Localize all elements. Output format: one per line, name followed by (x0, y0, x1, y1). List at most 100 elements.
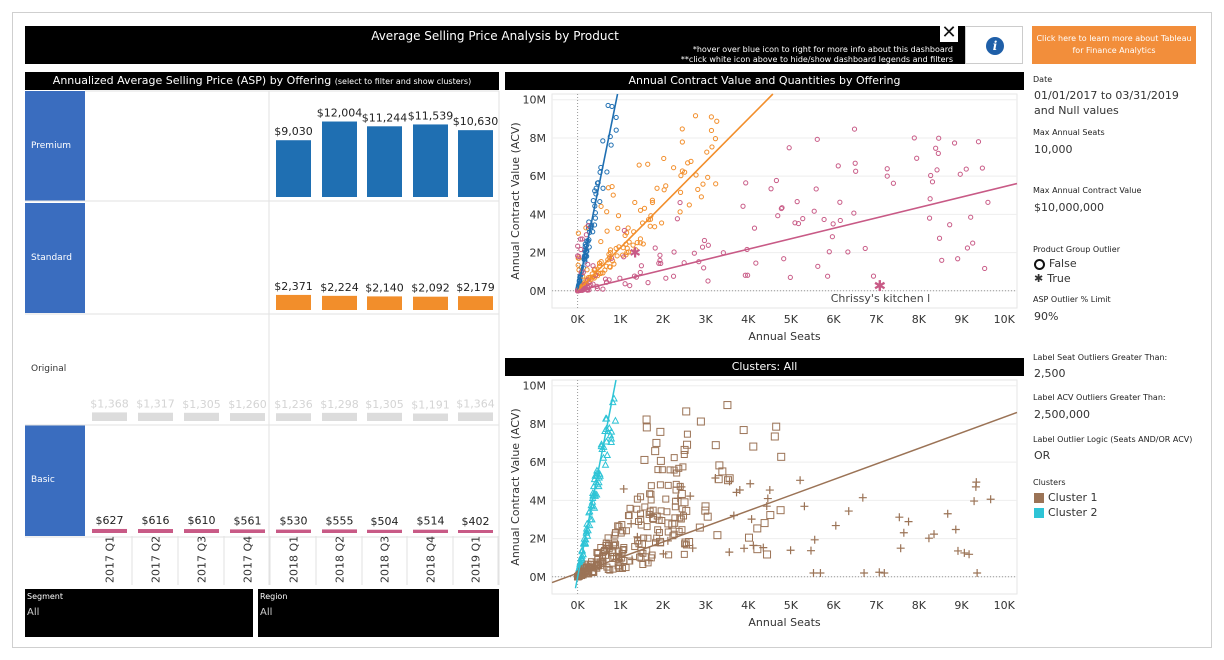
cluster-1-point (753, 524, 762, 533)
cluster-1-point (614, 522, 622, 530)
offering-basic[interactable]: Basic (25, 425, 85, 536)
scatter-point (708, 114, 714, 120)
scatter-point (624, 249, 630, 256)
bar (184, 412, 219, 421)
cluster-1-point (739, 426, 748, 435)
cluster-2-point (592, 490, 601, 498)
cluster-1-point (672, 480, 680, 488)
cluster-1-point (860, 568, 869, 577)
scatter-point (575, 230, 581, 236)
cluster-1-point (600, 548, 608, 556)
plot-area (551, 93, 1018, 309)
scatter-point (688, 158, 694, 164)
cluster-2-swatch (1034, 508, 1044, 518)
bar-value-label: $2,179 (456, 281, 495, 294)
cluster-1-point (746, 479, 755, 488)
y-tick-label: 8M (530, 132, 547, 145)
trend-line (577, 93, 774, 292)
scatter-point (939, 257, 945, 263)
scatter-point (607, 249, 613, 256)
max-seats-value[interactable]: 10,000 (1034, 143, 1073, 156)
y-axis-label: Annual Contract Value (ACV) (509, 408, 522, 565)
cluster-1-point (904, 517, 913, 526)
cluster-1-point (749, 442, 758, 451)
scatter-point (775, 213, 781, 219)
scatter-point (598, 203, 604, 209)
segment-filter[interactable]: Segment All (25, 589, 253, 637)
y-tick-label: 10M (523, 94, 547, 107)
cluster-1-point (588, 568, 596, 576)
cluster-1-point (723, 401, 732, 410)
scatter-point (575, 262, 581, 268)
scatter-point (604, 209, 610, 215)
x-tick-label: 5K (784, 599, 799, 612)
scatter-point (610, 192, 616, 198)
cluster-1-point (649, 506, 657, 514)
max-acv-value[interactable]: $10,000,000 (1034, 201, 1104, 214)
tableau-finance-link[interactable]: Click here to learn more about Tableau f… (1032, 26, 1196, 64)
info-button[interactable]: i (965, 26, 1023, 64)
scatter-point (792, 220, 798, 226)
legend-true[interactable]: ✱ True (1034, 272, 1071, 285)
bar-value-label: $514 (417, 515, 445, 528)
scatter-point (955, 256, 961, 262)
seat-outlier-value[interactable]: 2,500 (1034, 367, 1066, 380)
scatter-point (610, 258, 616, 264)
logic-value[interactable]: OR (1034, 449, 1051, 462)
x-tick-label: 0K (570, 313, 585, 326)
legend-false[interactable]: False (1034, 257, 1077, 270)
quarter-tick-label: 2018 Q4 (425, 536, 438, 583)
scatter-point (652, 224, 658, 230)
legend-cluster-2[interactable]: Cluster 2 (1034, 506, 1098, 519)
bar-value-label: $10,630 (453, 115, 499, 128)
offering-original[interactable]: Original (25, 315, 85, 423)
clusters-scatter-plot: 0M 2M 4M 6M 8M 10M 0K 1K 2K 3K 4K 5K 6K 7K 8K 9K 10K Annu… (509, 379, 1018, 629)
scatter-point (600, 185, 606, 191)
cluster-1-point (680, 550, 688, 558)
cluster-1-point (676, 514, 684, 522)
clusters-scatter-title: Clusters: All (505, 358, 1024, 376)
offering-premium[interactable]: Premium (25, 91, 85, 201)
cluster-1-point (615, 563, 623, 571)
cluster-1-point (625, 512, 633, 520)
info-icon[interactable]: i (986, 37, 1004, 55)
asp-limit-value[interactable]: 90% (1034, 310, 1059, 323)
scatter-point (671, 249, 677, 255)
legend-false-label: False (1049, 257, 1077, 270)
asp-bar-chart: $9,030 $12,004 $11,244 $11,539 $10,630 $2,371… (25, 90, 500, 585)
close-icon[interactable]: ✕ (940, 22, 958, 43)
scatter-point (811, 208, 817, 214)
cluster-1-point (680, 450, 688, 458)
scatter-point (935, 150, 941, 156)
bar (458, 296, 493, 310)
scatter-point (658, 260, 664, 267)
quarter-tick-label: 2017 Q2 (150, 536, 163, 583)
bar-value-label: $1,368 (90, 397, 129, 410)
cluster-1-point (740, 544, 749, 553)
date-filter-value[interactable]: 01/01/2017 to 03/31/2019 (1034, 89, 1179, 102)
offering-standard[interactable]: Standard (25, 203, 85, 313)
scatter-point (600, 286, 606, 292)
legend-cluster-1[interactable]: Cluster 1 (1034, 491, 1098, 504)
scatter-point (934, 167, 940, 173)
bar (138, 412, 173, 421)
bar (367, 126, 402, 197)
cluster-1-point (654, 466, 662, 474)
scatter-point (621, 227, 627, 234)
cluster-1-point (718, 467, 727, 476)
bar (322, 412, 357, 421)
cluster-1-point (786, 546, 795, 555)
cluster-1-point (593, 548, 601, 556)
cluster-1-point (631, 543, 639, 551)
acv-outlier-value[interactable]: 2,500,000 (1034, 408, 1090, 421)
x-tick-label: 1K (613, 599, 628, 612)
bar-value-label: $627 (96, 514, 124, 527)
scatter-point (641, 205, 648, 211)
cluster-1-point (622, 527, 630, 535)
circle-outline-icon (1034, 258, 1045, 270)
scatter-point (693, 172, 699, 178)
cluster-1-point (800, 502, 809, 511)
cluster-1-point (675, 464, 683, 472)
scatter-point (781, 256, 787, 262)
region-filter[interactable]: Region All (258, 589, 499, 637)
